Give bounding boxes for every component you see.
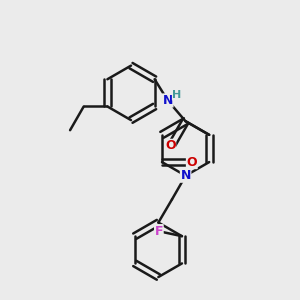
Text: H: H: [172, 90, 182, 100]
Text: F: F: [154, 225, 163, 238]
Text: N: N: [180, 169, 191, 182]
Text: N: N: [163, 94, 173, 107]
Text: O: O: [165, 139, 175, 152]
Text: O: O: [187, 156, 197, 169]
